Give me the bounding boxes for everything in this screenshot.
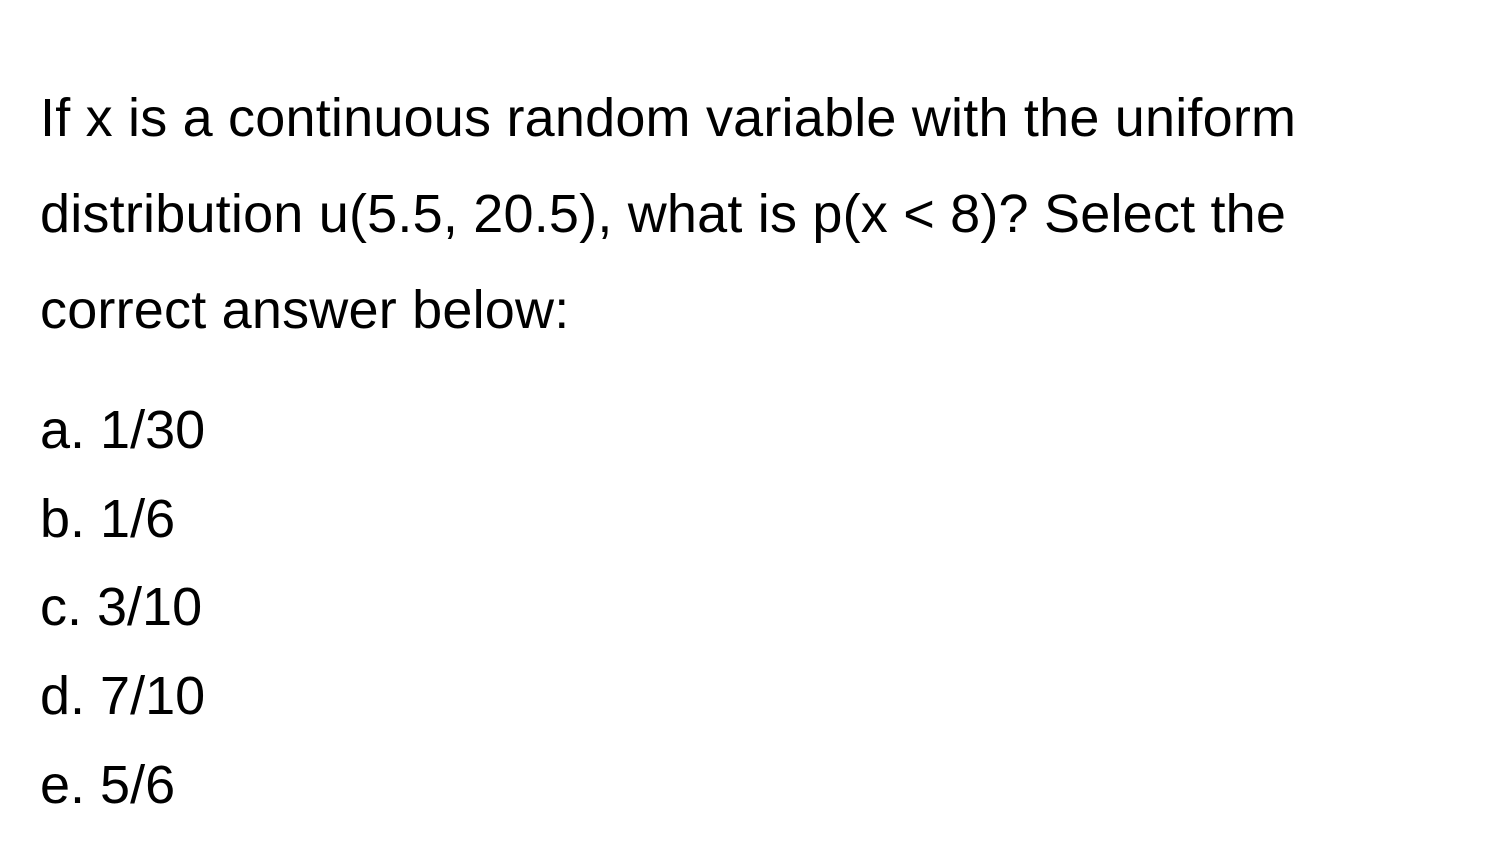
option-a: a. 1/30: [40, 386, 1460, 475]
option-b: b. 1/6: [40, 475, 1460, 564]
document-page: If x is a continuous random variable wit…: [0, 0, 1500, 829]
option-e: e. 5/6: [40, 741, 1460, 830]
option-d: d. 7/10: [40, 652, 1460, 741]
answer-options: a. 1/30 b. 1/6 c. 3/10 d. 7/10 e. 5/6: [40, 386, 1460, 829]
question-text: If x is a continuous random variable wit…: [40, 70, 1460, 358]
option-c: c. 3/10: [40, 563, 1460, 652]
